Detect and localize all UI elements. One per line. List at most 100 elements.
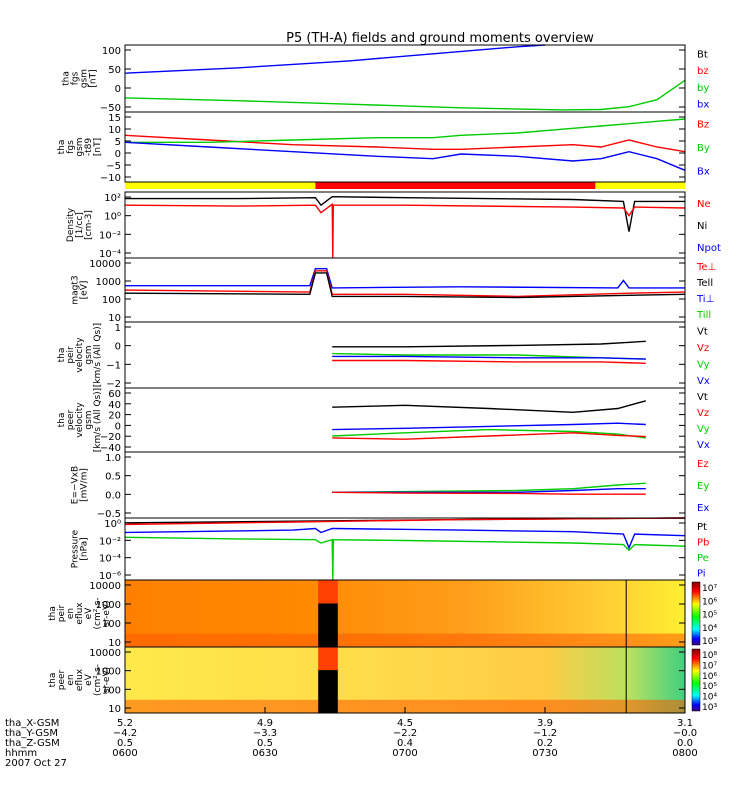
colorbar [691, 581, 701, 646]
panel-8: Pt Pb Pe Pi 10⁰ 10⁻² 10⁻⁴ 10⁻⁶ Pressure [nPa] [71, 517, 709, 582]
legend-entry: Ni [697, 221, 707, 232]
series-line-pb [124, 517, 686, 526]
x-tick-label: 0.0 [677, 738, 693, 749]
x-tick-label: 3.1 [677, 718, 693, 729]
y-axis-label: Pressure [71, 529, 81, 568]
y-axis-label: tha [48, 673, 58, 688]
legend-entry: Bz [697, 120, 709, 131]
colorbar-tick-label: 10³ [702, 637, 717, 647]
quality-bar-red [315, 182, 596, 189]
panel-4: Te⊥ Tell Ti⊥ Till 10000 1000 100 10 magt3 [eV] [71, 257, 716, 324]
y-tick-label: 10 [108, 313, 121, 324]
y-axis-label: E=−VxB [71, 466, 81, 504]
y-tick-label: 20 [108, 411, 121, 422]
y-axis-label: tha [48, 606, 58, 621]
series-line-ne [124, 202, 686, 259]
legend-entry: By [697, 143, 710, 154]
y-axis-label: gsm [75, 137, 85, 156]
heatmap-gap-black [318, 670, 338, 713]
x-tick-label: 0800 [672, 748, 697, 759]
legend-entry: Ez [697, 459, 709, 470]
y-tick-label: 1000 [96, 667, 121, 678]
y-tick-label: 40 [108, 400, 121, 411]
y-axis-label: eV [84, 673, 94, 686]
y-axis-label: tha [57, 413, 67, 428]
y-axis-label: (cm²-s- [93, 597, 103, 629]
y-tick-label: 10⁻⁶ [99, 571, 121, 582]
x-tick-label: 0.5 [257, 738, 273, 749]
y-tick-label: 0 [115, 421, 121, 432]
y-tick-label: 0 [115, 149, 121, 160]
y-tick-label: 100 [102, 46, 121, 57]
y-tick-label: 10⁻² [99, 536, 121, 547]
x-tick-label: 0700 [392, 748, 417, 759]
y-tick-label: 100 [102, 295, 121, 306]
panel-frame [124, 257, 686, 323]
colorbar-tick-label: 10⁴ [702, 693, 717, 703]
colorbar-tick-label: 10⁵ [702, 611, 717, 621]
series-line-ti [125, 268, 685, 289]
y-axis-label: [eV] [80, 281, 90, 300]
legend-entry: Bx [697, 166, 710, 177]
legend-entry: Pe [697, 553, 709, 564]
y-axis-label: peir [66, 346, 76, 364]
x-tick-label: −0.0 [673, 728, 697, 739]
series-line-vx [332, 422, 646, 431]
legend-entry: Tell [696, 278, 713, 289]
y-tick-label: 10 [108, 125, 121, 136]
y-axis-label: peer [57, 669, 67, 690]
y-axis-label: [cm-3] [84, 210, 94, 240]
x-row-label: tha_X-GSM [5, 718, 59, 729]
series-line-by [124, 79, 686, 111]
panel-9: 10⁷ 10⁶ 10⁵ 10⁴ 10³ 10000 1000 100 10 tha peir en ef… [48, 579, 717, 649]
x-row-label: tha_Y-GSM [5, 728, 58, 739]
y-tick-label: 10 [108, 638, 121, 649]
panel-1: Bt bz by bx 100 50 0 −50 tha fgs gsm [nT] [62, 44, 709, 114]
y-axis-label: en [66, 608, 76, 619]
heatmap-low-energy-band [125, 633, 685, 647]
y-axis-label: -t89 [84, 138, 94, 157]
y-tick-label: 0.5 [105, 472, 121, 483]
legend-entry: Ti⊥ [696, 294, 714, 305]
colorbar-tick-label: 10⁶ [702, 597, 717, 607]
y-axis-label: sr-eV) [102, 667, 112, 693]
y-axis-label: peer [66, 409, 76, 430]
y-tick-label: 50 [108, 65, 121, 76]
y-axis-label: [nT] [89, 69, 99, 87]
y-tick-label: 60 [108, 389, 121, 400]
legend-entry: Vy [697, 424, 710, 435]
series-line-ez [332, 491, 646, 495]
y-tick-label: 1.0 [105, 453, 121, 464]
series-line-vy [332, 428, 646, 439]
series-line-vx [332, 355, 646, 360]
x-row-label: hhmm [5, 748, 37, 759]
legend-entry: bx [697, 100, 709, 111]
y-tick-label: 100 [102, 685, 121, 696]
x-tick-label: 5.2 [117, 718, 133, 729]
y-tick-label: −50 [100, 103, 121, 114]
legend-entry: Vz [697, 343, 709, 354]
colorbar-tick-label: 10⁷ [702, 661, 717, 671]
legend-entry: Ex [697, 503, 709, 514]
legend-entry: Vz [697, 408, 709, 419]
panel-frame [124, 517, 686, 581]
x-tick-label: −3.3 [253, 728, 277, 739]
series-line-vt [332, 400, 646, 414]
panel-frame [124, 111, 686, 183]
series-line-pi [124, 527, 686, 550]
series-line-vt [332, 340, 646, 348]
legend-entry: Ne [697, 199, 711, 210]
y-tick-label: 10000 [89, 259, 121, 270]
panel-frame [124, 451, 686, 519]
x-tick-label: 0.2 [537, 738, 553, 749]
y-axis-label: (cm²-s- [93, 664, 103, 696]
legend-entry: Vy [697, 359, 710, 370]
series-line-by [125, 118, 686, 144]
colorbar-tick-label: 10⁷ [702, 584, 717, 594]
legend-entry: Pt [697, 522, 707, 533]
y-axis-label: eflux [75, 668, 85, 691]
